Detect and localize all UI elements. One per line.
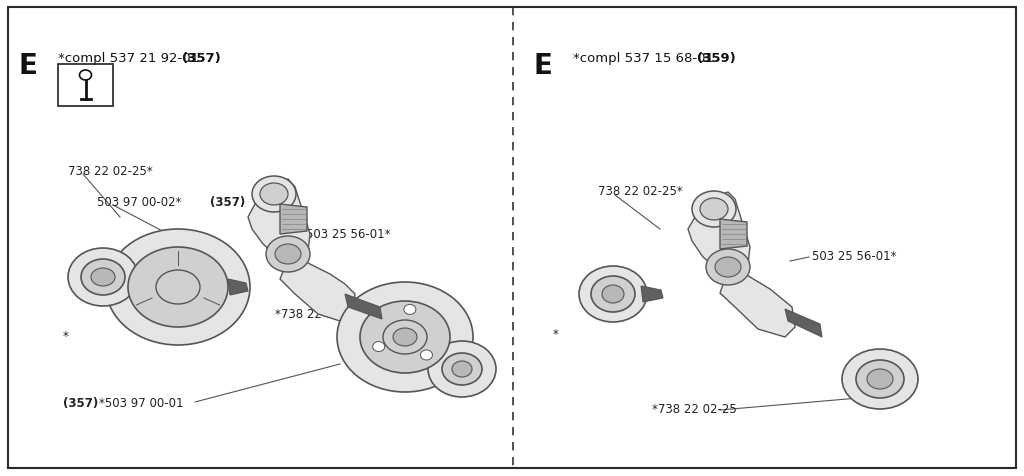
Polygon shape: [720, 271, 795, 337]
Text: (359): (359): [697, 52, 736, 65]
Text: 738 22 02-25*: 738 22 02-25*: [598, 185, 683, 198]
Ellipse shape: [383, 320, 427, 354]
Ellipse shape: [337, 282, 473, 392]
Ellipse shape: [700, 198, 728, 220]
Polygon shape: [228, 279, 248, 296]
Text: *738 22 02-25: *738 22 02-25: [652, 402, 736, 415]
Ellipse shape: [428, 341, 496, 397]
Ellipse shape: [360, 301, 450, 373]
Text: *: *: [553, 327, 559, 340]
Polygon shape: [345, 294, 382, 319]
Ellipse shape: [81, 259, 125, 296]
Ellipse shape: [252, 177, 296, 213]
Text: (357): (357): [63, 396, 102, 409]
Text: 503 25 56-01*: 503 25 56-01*: [306, 228, 390, 240]
Ellipse shape: [68, 248, 138, 307]
Text: 503 25 56-01*: 503 25 56-01*: [812, 249, 896, 262]
Ellipse shape: [692, 192, 736, 228]
Polygon shape: [720, 219, 746, 249]
Ellipse shape: [715, 258, 741, 278]
Ellipse shape: [856, 360, 904, 398]
Polygon shape: [280, 205, 307, 235]
Ellipse shape: [602, 286, 624, 303]
Polygon shape: [785, 309, 822, 337]
Text: *compl 537 21 92-01: *compl 537 21 92-01: [58, 52, 204, 65]
Ellipse shape: [91, 268, 115, 287]
Polygon shape: [688, 193, 750, 278]
Ellipse shape: [275, 245, 301, 265]
Text: *compl 537 15 68-01: *compl 537 15 68-01: [573, 52, 718, 65]
Ellipse shape: [842, 349, 918, 409]
Ellipse shape: [373, 342, 385, 352]
Text: *503 97 00-01: *503 97 00-01: [99, 396, 183, 409]
Ellipse shape: [128, 248, 228, 327]
Ellipse shape: [421, 350, 432, 360]
Text: (357): (357): [182, 52, 222, 65]
Ellipse shape: [266, 237, 310, 272]
Ellipse shape: [156, 270, 200, 304]
Polygon shape: [641, 287, 663, 302]
Text: *: *: [63, 329, 69, 342]
Polygon shape: [280, 259, 355, 321]
Polygon shape: [248, 179, 310, 265]
Ellipse shape: [591, 277, 635, 312]
Text: E: E: [534, 52, 552, 80]
Ellipse shape: [403, 305, 416, 315]
Ellipse shape: [442, 353, 482, 385]
Ellipse shape: [706, 249, 750, 286]
Ellipse shape: [867, 369, 893, 389]
Text: 738 22 02-25*: 738 22 02-25*: [68, 165, 153, 178]
Ellipse shape: [393, 328, 417, 346]
Text: 503 97 00-02*: 503 97 00-02*: [97, 196, 185, 208]
Ellipse shape: [579, 267, 647, 322]
Text: *738 22 02-25: *738 22 02-25: [275, 307, 359, 320]
Bar: [58, 65, 113, 107]
Ellipse shape: [452, 361, 472, 377]
Ellipse shape: [106, 229, 250, 345]
Text: E: E: [18, 52, 37, 80]
Ellipse shape: [260, 184, 288, 206]
Text: (357): (357): [210, 196, 246, 208]
